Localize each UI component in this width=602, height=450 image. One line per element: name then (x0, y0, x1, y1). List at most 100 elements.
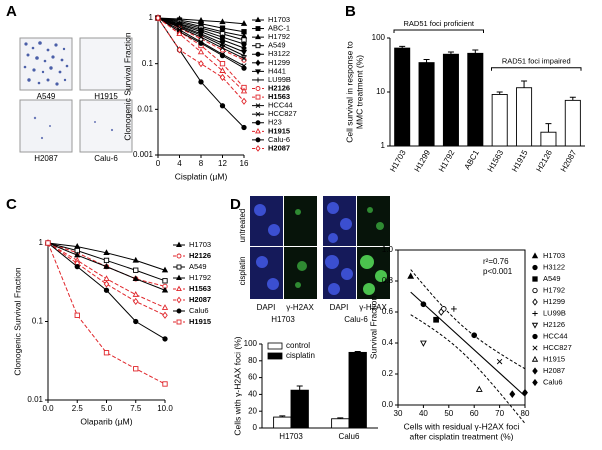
x-tick-label: 40 (419, 409, 428, 418)
bar (516, 87, 533, 147)
legend-label: H1299 (543, 297, 565, 306)
bar (331, 418, 350, 429)
legend-label: H3122 (268, 49, 290, 58)
bar (491, 94, 508, 147)
dish-image (79, 37, 133, 91)
marker (531, 252, 539, 259)
legend-label: HCC44 (268, 101, 293, 110)
marker (475, 385, 483, 392)
legend-label: H1915 (268, 126, 290, 135)
bar (564, 99, 581, 147)
marker (531, 355, 539, 362)
legend-label: H2126 (268, 83, 290, 92)
marker (255, 33, 261, 40)
error-bar (399, 45, 406, 49)
micrograph (284, 247, 317, 299)
bracket (491, 67, 582, 71)
marker (241, 52, 247, 59)
marker (133, 267, 139, 273)
y-tick-label: 0.01 (27, 395, 43, 404)
marker (132, 291, 139, 297)
marker (176, 308, 182, 314)
legend-label: H1792 (543, 285, 565, 294)
x-tick-label: H2087 (559, 148, 579, 173)
marker (532, 298, 538, 306)
y-tick-label: 80 (248, 356, 257, 365)
x-tick-label: 16 (240, 159, 249, 168)
error-bar (354, 351, 361, 353)
bar (442, 53, 459, 147)
marker (176, 264, 182, 270)
marker (241, 124, 247, 131)
annotation: RAD51 foci proficient (404, 19, 475, 28)
x-tick-label: 50 (444, 409, 453, 418)
marker (241, 97, 247, 105)
error-bar (447, 51, 454, 55)
bar (273, 416, 292, 429)
x-tick-label: H1703 (388, 148, 408, 173)
x-axis-label: Cells with residual γ-H2AX foci (404, 421, 520, 431)
marker (496, 358, 503, 365)
colonies (33, 116, 51, 140)
marker (532, 310, 538, 317)
y-tick-label: 0 (253, 423, 258, 432)
annotation: p<0.001 (483, 267, 513, 276)
micrographs: cisplatin untreated DAPI γ-H2AX DAPI γ-H2… (238, 196, 390, 324)
y-tick-label: 0.01 (137, 104, 153, 113)
y-axis-label: Survival Fraction (368, 296, 378, 360)
legend-label: H2087 (268, 143, 290, 152)
error-bar (569, 96, 576, 101)
stain-label: DAPI (330, 303, 349, 312)
marker (219, 73, 226, 82)
legend-label: H1703 (268, 15, 290, 24)
cell-line-label: Calu-6 (344, 315, 368, 324)
marker (176, 46, 183, 54)
marker (532, 264, 538, 271)
legend-label: LU99B (268, 75, 291, 84)
marker (240, 20, 248, 26)
marker (451, 306, 457, 312)
marker (219, 52, 226, 59)
error-bar (545, 123, 552, 133)
regression-line (410, 291, 526, 397)
marker (198, 34, 204, 40)
error-bar (521, 80, 528, 88)
marker (241, 65, 247, 71)
y-axis-label: Clonogenic Survival Fraction (12, 267, 22, 375)
marker (176, 241, 182, 248)
error-bar (296, 385, 303, 391)
legend-label: Calu6 (543, 377, 563, 386)
dish-image (19, 99, 73, 153)
marker (419, 340, 427, 347)
marker (255, 137, 261, 143)
x-axis-label: Olaparib (µM) (80, 416, 132, 426)
x-tick-label: 4 (177, 159, 182, 168)
marker (255, 51, 261, 57)
marker (103, 280, 110, 288)
marker (240, 49, 248, 56)
y-tick-label: 20 (248, 406, 257, 415)
marker (255, 16, 261, 23)
image-label: A549 (37, 92, 56, 101)
legend-label: H2087 (543, 366, 565, 375)
marker (255, 69, 261, 75)
series-line (157, 17, 245, 102)
bar (467, 52, 484, 147)
legend-label: Calu-6 (268, 135, 290, 144)
error-bar (472, 49, 479, 54)
marker (471, 332, 478, 339)
marker (407, 272, 415, 279)
marker (255, 26, 261, 32)
error-bar (423, 58, 430, 63)
confidence-band (410, 314, 526, 424)
y-tick-label: 60 (248, 373, 257, 382)
legend-label: A549 (543, 274, 561, 283)
marker (132, 275, 139, 282)
panel-label: B (345, 3, 356, 20)
x-tick-label: 5.0 (101, 404, 113, 413)
marker (198, 40, 204, 46)
legend-label: H1703 (189, 240, 211, 249)
x-tick-label: H1703 (279, 432, 303, 441)
y-tick-label: 0.6 (382, 307, 394, 316)
